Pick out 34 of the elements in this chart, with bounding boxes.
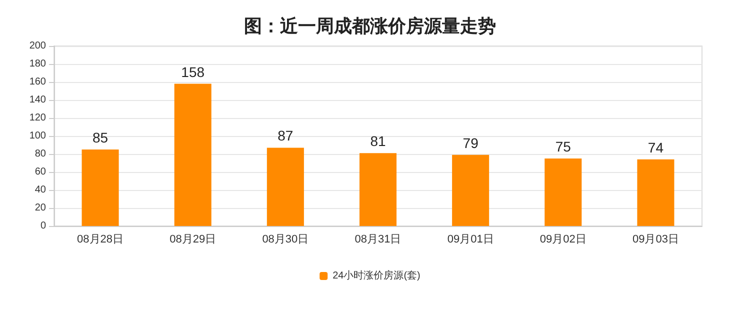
- y-tick-label: 80: [34, 148, 46, 160]
- bar: [452, 154, 490, 226]
- data-label: 74: [648, 139, 664, 156]
- bar: [359, 153, 397, 226]
- data-label: 81: [370, 133, 386, 150]
- x-tick-label: 08月30日: [262, 234, 309, 246]
- y-tick-label: 60: [34, 166, 46, 178]
- chart-title: 图：近一周成都涨价房源量走势: [244, 16, 496, 36]
- y-tick-label: 100: [29, 130, 46, 142]
- data-label: 79: [462, 134, 479, 151]
- bar: [544, 158, 582, 226]
- data-label: 158: [181, 64, 205, 80]
- x-tick-label: 08月29日: [170, 234, 216, 246]
- x-tick-label: 09月01日: [447, 234, 494, 246]
- y-tick-label: 140: [29, 94, 46, 106]
- bar: [82, 150, 119, 226]
- data-label: 87: [278, 128, 294, 144]
- y-tick-label: 180: [29, 58, 46, 70]
- y-tick-label: 40: [34, 184, 46, 196]
- x-tick-label: 09月02日: [540, 234, 586, 246]
- y-tick-label: 20: [34, 202, 46, 214]
- y-tick-label: 160: [29, 76, 46, 88]
- x-tick-label: 08月28日: [77, 234, 124, 246]
- bar: [174, 84, 212, 226]
- data-label: 85: [92, 130, 108, 146]
- y-tick-label: 120: [29, 112, 46, 124]
- y-tick-label: 0: [40, 220, 46, 232]
- x-tick-label: 08月31日: [354, 234, 402, 246]
- data-label: 75: [555, 138, 572, 154]
- bar: [637, 159, 674, 226]
- y-tick-label: 200: [29, 40, 46, 52]
- x-tick-label: 09月03日: [632, 234, 679, 246]
- legend-label: 24小时涨价房源(套): [332, 270, 420, 282]
- bar: [266, 148, 304, 226]
